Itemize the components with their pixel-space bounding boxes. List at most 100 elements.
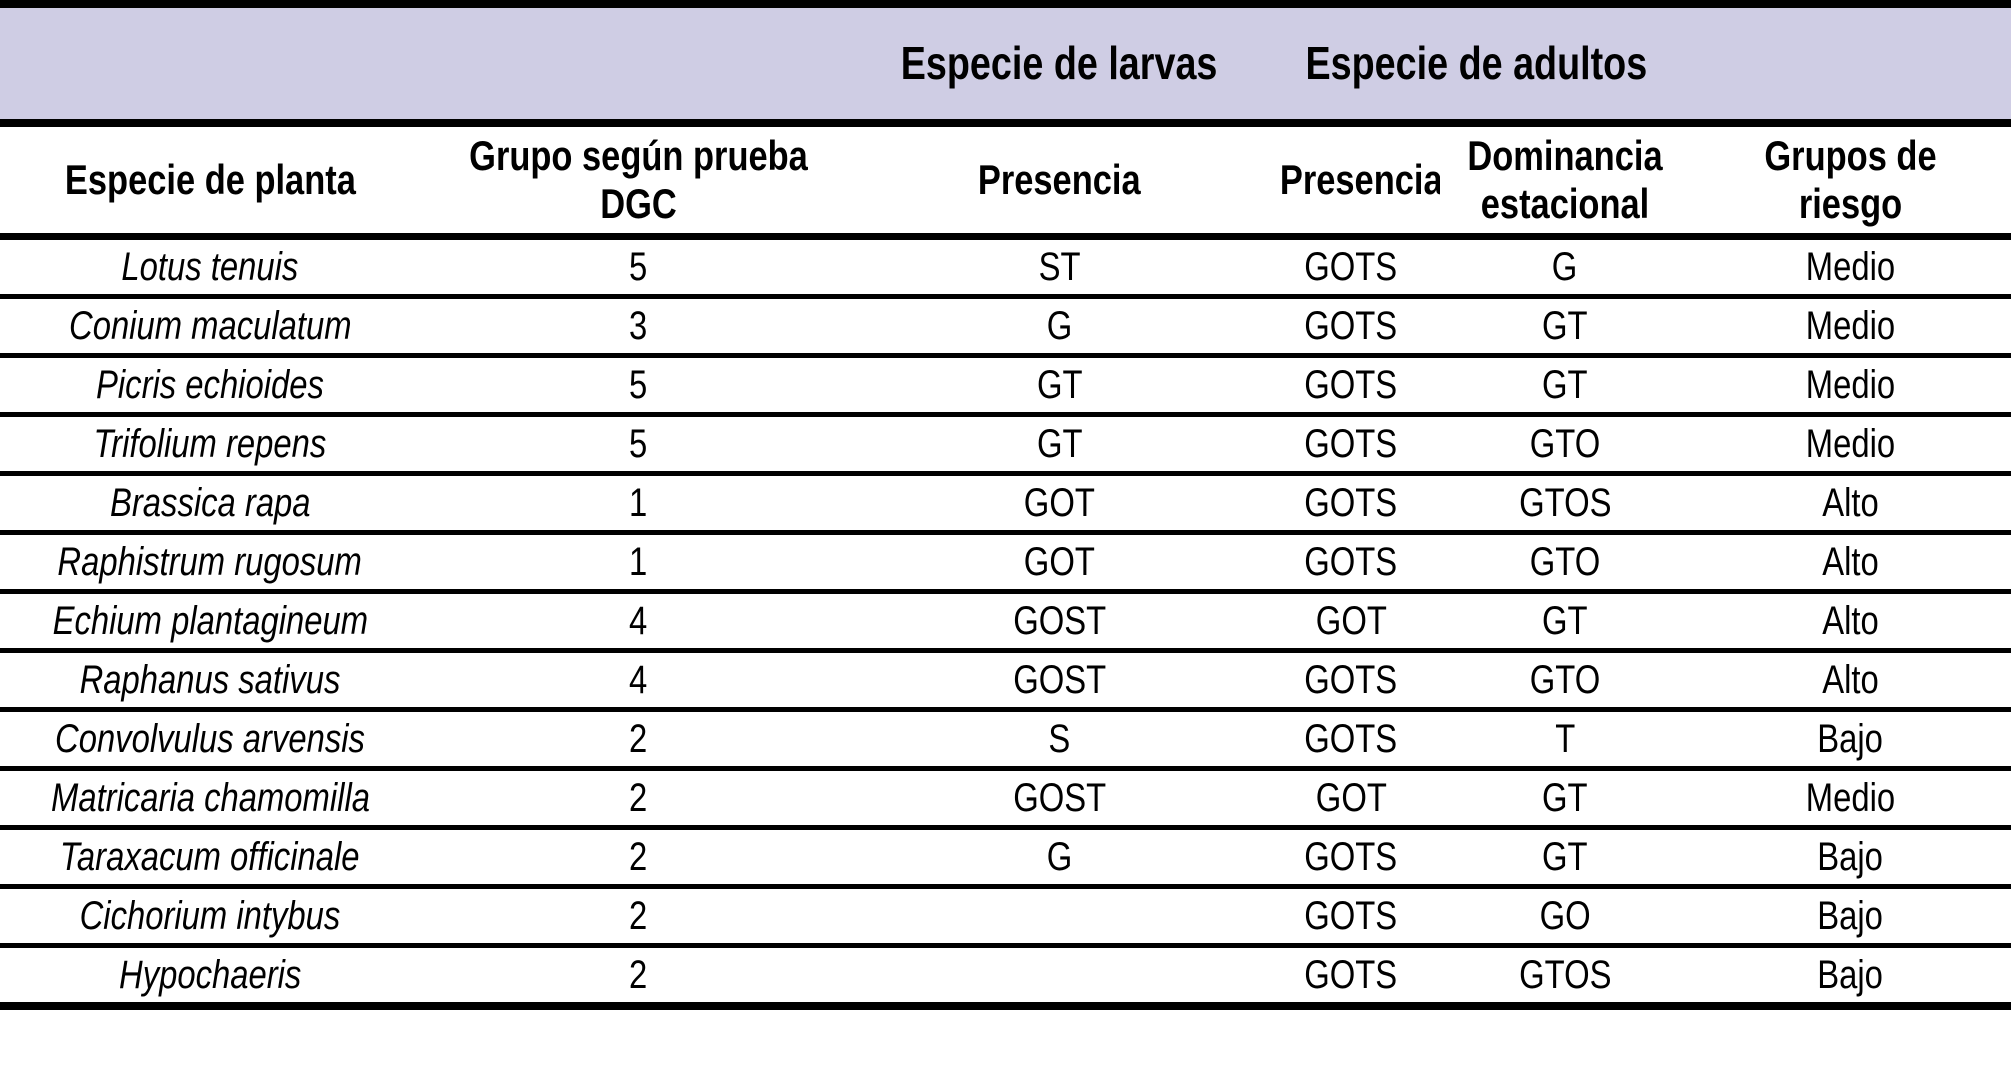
risk-group-text: Bajo	[1817, 717, 1884, 761]
larvae-presence-cell: GOST	[857, 650, 1262, 712]
col-header-seasonal-dominance-label: Dominancia estacional	[1467, 131, 1663, 227]
adult-presence-text: GOTS	[1304, 304, 1398, 348]
table-row: Raphanus sativus 4 GOST GOTS GTO Alto	[0, 650, 2011, 712]
table-row: Conium maculatum 3 G GOTS GT Medio	[0, 296, 2011, 358]
adult-presence-text: GOT	[1315, 599, 1387, 643]
dgc-group-text: 1	[629, 481, 648, 525]
larvae-presence-cell: GOT	[857, 532, 1262, 594]
dgc-group-text: 2	[629, 953, 648, 997]
table-row: Matricaria chamomilla 2 GOST GOT GT Medi…	[0, 768, 2011, 830]
larvae-presence-text: GOT	[1023, 481, 1096, 525]
seasonal-dominance-cell: GT	[1440, 296, 1691, 358]
band-spacer-right	[1690, 4, 2011, 127]
larvae-presence-text: S	[1048, 717, 1071, 761]
risk-group-cell: Medio	[1690, 296, 2011, 358]
plant-name-text: Conium maculatum	[68, 304, 352, 348]
risk-group-text: Bajo	[1817, 953, 1884, 997]
plant-name-text: Cichorium intybus	[79, 894, 341, 938]
col-header-plant-label: Especie de planta	[64, 155, 356, 203]
table-row: Picris echioides 5 GT GOTS GT Medio	[0, 355, 2011, 417]
dgc-group-text: 2	[629, 717, 648, 761]
adult-presence-text: GOTS	[1304, 894, 1398, 938]
larvae-presence-text: GOT	[1023, 540, 1096, 584]
dgc-group-cell: 1	[420, 473, 857, 535]
dgc-group-cell: 5	[420, 236, 857, 299]
dgc-group-cell: 3	[420, 296, 857, 358]
risk-group-text: Alto	[1822, 481, 1879, 525]
plant-name-cell: Raphanus sativus	[0, 650, 420, 712]
table-row: Echium plantagineum 4 GOST GOT GT Alto	[0, 591, 2011, 653]
adult-presence-text: GOTS	[1304, 245, 1398, 289]
adult-presence-text: GOTS	[1304, 835, 1398, 879]
risk-group-cell: Bajo	[1690, 709, 2011, 771]
plant-name-text: Raphistrum rugosum	[57, 540, 363, 584]
seasonal-dominance-cell: GT	[1440, 355, 1691, 417]
larvae-presence-text: GT	[1036, 422, 1083, 466]
risk-group-cell: Bajo	[1690, 886, 2011, 948]
table-row: Taraxacum officinale 2 G GOTS GT Bajo	[0, 827, 2011, 889]
larvae-group-header-label: Especie de larvas	[901, 37, 1218, 90]
adult-presence-cell: GOTS	[1262, 827, 1440, 889]
adults-group-header: Especie de adultos	[1262, 4, 1691, 127]
seasonal-dominance-cell: GTOS	[1440, 945, 1691, 1009]
adult-presence-text: GOTS	[1304, 481, 1398, 525]
plant-name-text: Convolvulus arvensis	[55, 717, 365, 761]
plant-name-cell: Matricaria chamomilla	[0, 768, 420, 830]
seasonal-dominance-cell: GO	[1440, 886, 1691, 948]
risk-group-cell: Medio	[1690, 414, 2011, 476]
adult-presence-cell: GOTS	[1262, 296, 1440, 358]
dgc-group-cell: 5	[420, 355, 857, 417]
larvae-presence-text: ST	[1038, 245, 1081, 289]
table-row: Trifolium repens 5 GT GOTS GTO Medio	[0, 414, 2011, 476]
dgc-group-text: 2	[629, 894, 648, 938]
risk-group-text: Bajo	[1817, 894, 1884, 938]
band-spacer-left	[0, 4, 857, 127]
dgc-group-cell: 2	[420, 945, 857, 1009]
plant-name-text: Trifolium repens	[93, 422, 327, 466]
risk-group-text: Alto	[1822, 540, 1879, 584]
risk-group-cell: Alto	[1690, 473, 2011, 535]
seasonal-dominance-text: GT	[1542, 776, 1588, 820]
plant-name-cell: Taraxacum officinale	[0, 827, 420, 889]
seasonal-dominance-text: GTO	[1529, 422, 1601, 466]
seasonal-dominance-text: GTO	[1529, 658, 1601, 702]
dgc-group-cell: 2	[420, 709, 857, 771]
seasonal-dominance-cell: GTO	[1440, 650, 1691, 712]
col-header-larvae-presence-label: Presencia	[978, 155, 1141, 203]
adult-presence-cell: GOTS	[1262, 236, 1440, 299]
dgc-group-cell: 5	[420, 414, 857, 476]
risk-group-text: Alto	[1822, 599, 1879, 643]
risk-group-text: Medio	[1805, 304, 1896, 348]
seasonal-dominance-text: GO	[1539, 894, 1591, 938]
seasonal-dominance-text: GTO	[1529, 540, 1601, 584]
plant-name-cell: Echium plantagineum	[0, 591, 420, 653]
col-header-dgc-group: Grupo según prueba DGC	[420, 123, 857, 240]
plant-name-cell: Hypochaeris	[0, 945, 420, 1009]
col-header-adult-presence-label: Presencia	[1279, 155, 1440, 203]
col-header-larvae-presence: Presencia	[857, 123, 1262, 240]
seasonal-dominance-text: T	[1554, 717, 1576, 761]
adult-presence-text: GOTS	[1304, 717, 1398, 761]
larvae-presence-cell: G	[857, 296, 1262, 358]
larvae-presence-cell: GT	[857, 355, 1262, 417]
species-risk-table: Especie de larvas Especie de adultos Esp…	[0, 0, 2011, 1010]
seasonal-dominance-cell: GT	[1440, 768, 1691, 830]
dgc-group-text: 2	[629, 835, 648, 879]
seasonal-dominance-text: GT	[1542, 304, 1588, 348]
adult-presence-cell: GOT	[1262, 591, 1440, 653]
dgc-group-text: 5	[629, 245, 648, 289]
larvae-presence-text: GOST	[1013, 599, 1106, 643]
larvae-presence-cell	[857, 945, 1262, 1009]
adult-presence-text: GOT	[1315, 776, 1387, 820]
larvae-presence-cell: GOST	[857, 768, 1262, 830]
dgc-group-text: 5	[629, 363, 648, 407]
dgc-group-text: 4	[629, 658, 648, 702]
larvae-presence-cell: ST	[857, 236, 1262, 299]
dgc-group-cell: 1	[420, 532, 857, 594]
adult-presence-text: GOTS	[1304, 422, 1398, 466]
risk-group-cell: Bajo	[1690, 827, 2011, 889]
adult-presence-cell: GOT	[1262, 768, 1440, 830]
adult-presence-text: GOTS	[1304, 658, 1398, 702]
larvae-group-header: Especie de larvas	[857, 4, 1262, 127]
risk-group-text: Medio	[1805, 422, 1896, 466]
